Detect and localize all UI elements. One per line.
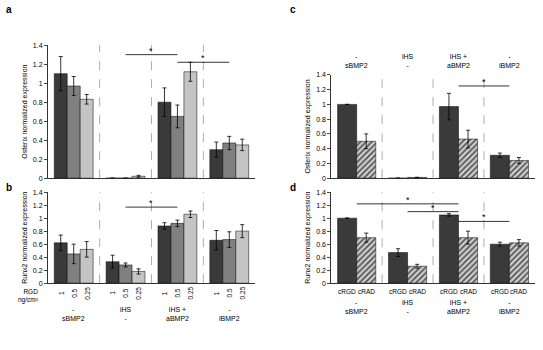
- svg-text:a: a: [6, 4, 12, 15]
- svg-text:1.2: 1.2: [33, 61, 43, 68]
- svg-text:0.4: 0.4: [33, 254, 43, 261]
- svg-text:-sBMP2: -sBMP2: [345, 299, 368, 315]
- svg-text:0.6: 0.6: [33, 118, 43, 125]
- svg-text:0.25: 0.25: [135, 287, 142, 300]
- svg-text:*: *: [149, 46, 153, 56]
- svg-text:c: c: [290, 4, 296, 15]
- svg-text:iHS +aBMP2: iHS +aBMP2: [166, 306, 189, 322]
- svg-text:0.5: 0.5: [174, 288, 181, 297]
- svg-text:0.6: 0.6: [316, 241, 326, 248]
- svg-text:0.8: 0.8: [33, 228, 43, 235]
- svg-text:-sBMP2: -sBMP2: [345, 53, 368, 69]
- svg-text:1: 1: [39, 215, 43, 222]
- svg-text:0: 0: [322, 280, 326, 287]
- svg-text:-iBMP2: -iBMP2: [499, 299, 520, 315]
- svg-text:*: *: [406, 195, 410, 205]
- svg-text:1: 1: [161, 292, 168, 296]
- svg-text:b: b: [6, 182, 12, 193]
- svg-text:1.4: 1.4: [316, 189, 326, 196]
- svg-text:Runx2 normalized expression: Runx2 normalized expression: [304, 191, 312, 283]
- svg-text:0.6: 0.6: [33, 241, 43, 248]
- svg-text:*: *: [201, 53, 205, 63]
- svg-text:0.2: 0.2: [316, 267, 326, 274]
- svg-text:0.2: 0.2: [33, 267, 43, 274]
- svg-text:-iBMP2: -iBMP2: [499, 53, 520, 69]
- svg-text:1.2: 1.2: [316, 86, 326, 93]
- svg-text:cRGD: cRGD: [338, 288, 356, 295]
- svg-text:iHS-: iHS-: [402, 53, 414, 69]
- svg-text:1: 1: [322, 215, 326, 222]
- svg-text:1: 1: [322, 101, 326, 108]
- svg-text:cRAD: cRAD: [358, 288, 375, 295]
- svg-text:1.2: 1.2: [33, 202, 43, 209]
- svg-text:cRAD: cRAD: [510, 288, 527, 295]
- svg-text:1.4: 1.4: [33, 42, 43, 49]
- svg-text:0.8: 0.8: [316, 228, 326, 235]
- svg-text:*: *: [431, 203, 435, 213]
- svg-text:0.5: 0.5: [226, 288, 233, 297]
- svg-text:1.4: 1.4: [33, 189, 43, 196]
- svg-text:0: 0: [322, 175, 326, 182]
- svg-text:0.2: 0.2: [33, 156, 43, 163]
- svg-text:0.2: 0.2: [316, 160, 326, 167]
- svg-text:*: *: [482, 212, 486, 222]
- svg-text:0: 0: [39, 175, 43, 182]
- svg-text:1: 1: [109, 291, 116, 295]
- svg-text:0.8: 0.8: [33, 99, 43, 106]
- svg-text:0.4: 0.4: [316, 254, 326, 261]
- svg-text:*: *: [482, 77, 486, 87]
- svg-text:Osterix normalized expression: Osterix normalized expression: [21, 64, 29, 158]
- svg-text:RGDng/cm²: RGDng/cm²: [18, 288, 39, 304]
- svg-text:0: 0: [39, 280, 43, 287]
- svg-text:cRGD: cRGD: [440, 288, 458, 295]
- svg-text:-iBMP2: -iBMP2: [219, 306, 240, 322]
- svg-text:0.5: 0.5: [71, 288, 78, 297]
- svg-text:1: 1: [39, 80, 43, 87]
- svg-text:0.4: 0.4: [316, 145, 326, 152]
- svg-text:iHS-: iHS-: [120, 306, 132, 322]
- svg-text:1.4: 1.4: [316, 71, 326, 78]
- svg-text:0.4: 0.4: [33, 137, 43, 144]
- svg-text:0.8: 0.8: [316, 116, 326, 123]
- svg-text:iHS +aBMP2: iHS +aBMP2: [447, 53, 470, 69]
- svg-text:*: *: [149, 198, 153, 208]
- svg-text:d: d: [290, 182, 296, 193]
- svg-text:cRAD: cRAD: [409, 288, 426, 295]
- svg-text:0.6: 0.6: [316, 130, 326, 137]
- svg-text:1: 1: [58, 291, 65, 295]
- svg-text:Runx2 normalized expression: Runx2 normalized expression: [21, 191, 29, 283]
- svg-text:1.2: 1.2: [316, 202, 326, 209]
- svg-text:-sBMP2: -sBMP2: [62, 306, 85, 322]
- svg-text:iHS +aBMP2: iHS +aBMP2: [447, 299, 470, 315]
- svg-text:0.25: 0.25: [84, 287, 91, 300]
- svg-text:cRGD: cRGD: [491, 288, 509, 295]
- svg-text:cRAD: cRAD: [460, 288, 477, 295]
- svg-text:0.25: 0.25: [187, 287, 194, 300]
- svg-text:0.25: 0.25: [239, 286, 246, 299]
- svg-text:iHS-: iHS-: [402, 299, 414, 315]
- svg-text:1: 1: [213, 291, 220, 295]
- svg-text:Osterix normalized expression: Osterix normalized expression: [304, 79, 312, 173]
- svg-text:0.5: 0.5: [122, 288, 129, 297]
- svg-text:cRGD: cRGD: [389, 288, 407, 295]
